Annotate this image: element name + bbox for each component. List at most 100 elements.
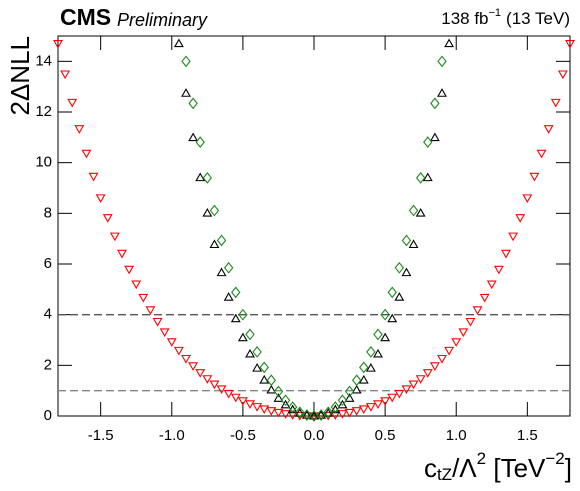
data-point	[415, 207, 426, 217]
data-point	[437, 88, 447, 97]
data-point	[188, 132, 199, 142]
data-point	[529, 172, 540, 182]
data-point	[124, 265, 135, 275]
data-point	[344, 385, 355, 398]
data-point	[295, 406, 305, 419]
data-point	[316, 410, 327, 419]
data-point	[181, 88, 191, 97]
x-label-sup: −2	[545, 449, 564, 468]
data-point	[344, 393, 355, 402]
data-point	[365, 403, 376, 412]
data-point	[415, 171, 426, 184]
data-point	[351, 384, 362, 394]
data-point	[394, 292, 405, 301]
data-point	[188, 362, 199, 371]
data-point	[344, 408, 355, 418]
x-tick-label: 0.0	[304, 427, 325, 444]
data-point	[74, 125, 85, 134]
data-point	[351, 407, 362, 416]
data-point	[430, 97, 440, 110]
y-tick-label: 6	[44, 255, 52, 272]
data-point	[216, 234, 227, 247]
data-point	[195, 369, 206, 378]
data-point	[181, 55, 191, 68]
data-point	[323, 406, 333, 419]
data-point	[465, 317, 476, 327]
data-point	[301, 412, 312, 421]
data-point	[557, 70, 568, 80]
data-point	[216, 267, 227, 277]
data-point	[237, 397, 248, 406]
data-point	[373, 400, 383, 409]
data-point	[366, 346, 376, 358]
y-tick-label: 4	[44, 306, 52, 323]
data-point	[429, 362, 440, 371]
data-point	[245, 328, 255, 341]
data-point	[273, 408, 284, 418]
data-point	[252, 363, 263, 372]
data-point	[380, 308, 390, 321]
data-point	[294, 408, 305, 417]
data-point	[423, 136, 433, 149]
data-point	[401, 234, 412, 247]
data-point	[166, 338, 177, 347]
data-point	[209, 380, 220, 390]
data-point	[223, 261, 234, 274]
data-point	[401, 267, 412, 277]
data-point	[230, 393, 241, 403]
data-point	[373, 348, 383, 358]
data-point	[508, 232, 519, 242]
data-point	[337, 399, 348, 409]
data-point	[373, 328, 383, 341]
x-label-base: c	[424, 453, 437, 483]
data-point	[365, 363, 376, 372]
data-point	[273, 393, 284, 402]
data-point	[358, 405, 369, 415]
data-point	[408, 239, 419, 249]
data-point	[422, 369, 433, 378]
y-tick-label: 12	[35, 103, 52, 120]
data-point	[216, 385, 227, 395]
data-point	[309, 410, 319, 422]
data-point	[181, 354, 191, 364]
lumi-energy: (13 TeV)	[506, 9, 570, 28]
data-point	[159, 328, 170, 338]
y-tick-label: 14	[35, 52, 52, 69]
y-tick-label: 2	[44, 356, 52, 373]
lumi-text: 138 fb	[441, 9, 488, 28]
data-point	[67, 98, 78, 108]
data-point	[202, 171, 213, 184]
data-point	[245, 400, 255, 409]
data-point	[95, 194, 106, 203]
data-point	[543, 125, 554, 134]
y-tick-label: 10	[35, 154, 52, 171]
data-point	[301, 410, 312, 419]
data-point	[387, 286, 397, 299]
data-point	[444, 346, 455, 356]
data-point	[266, 407, 277, 416]
data-point	[323, 408, 334, 417]
data-point	[60, 70, 71, 80]
data-point	[444, 38, 455, 48]
data-point	[536, 149, 547, 159]
data-point	[245, 348, 255, 358]
data-point	[437, 55, 447, 68]
data-point	[223, 389, 234, 399]
x-label-sub: tZ	[437, 465, 452, 484]
data-point	[223, 292, 234, 301]
data-point	[451, 338, 462, 347]
data-point	[287, 401, 298, 414]
data-point	[394, 389, 405, 399]
x-tick-label: -1.0	[159, 427, 185, 444]
data-point	[173, 38, 184, 48]
data-point	[280, 394, 291, 407]
data-point	[472, 306, 483, 315]
data-point	[252, 346, 262, 358]
chart-title: CMS	[60, 4, 111, 30]
x-label-mid: /Λ	[452, 453, 477, 483]
data-point	[429, 132, 440, 142]
data-point	[380, 332, 391, 342]
data-point	[173, 346, 184, 356]
data-point	[238, 308, 248, 321]
